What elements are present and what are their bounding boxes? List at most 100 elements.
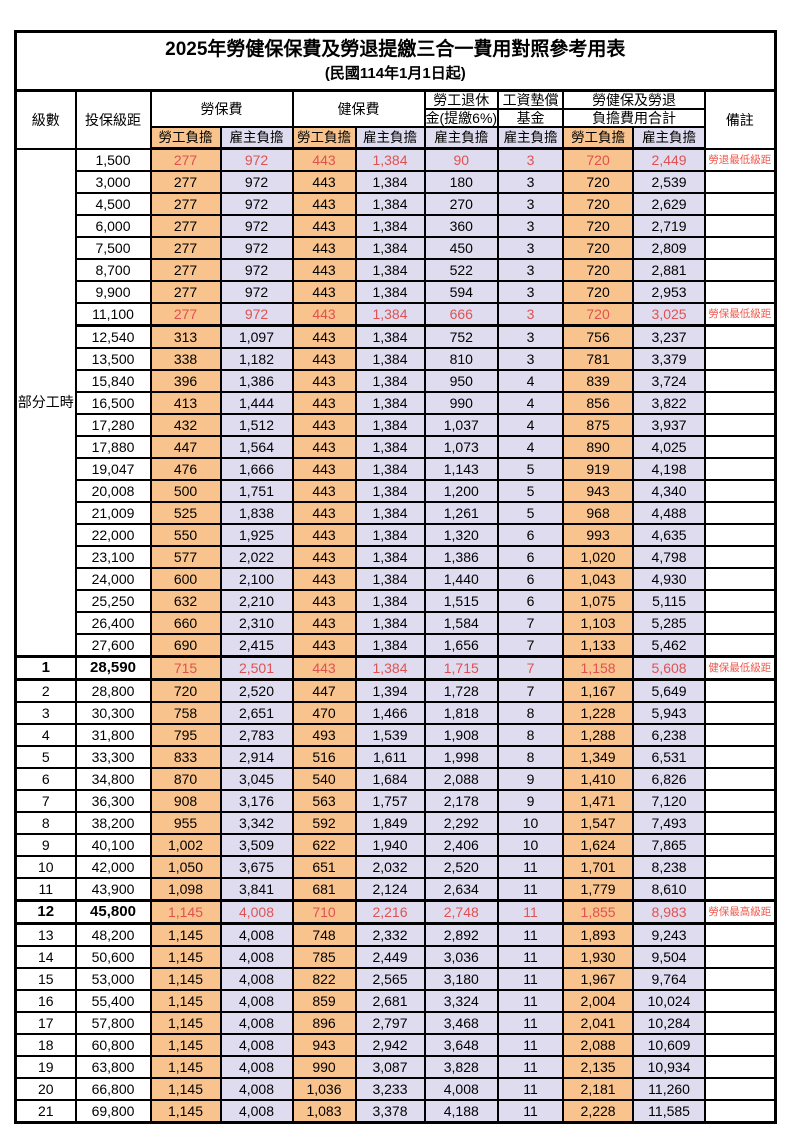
fee-cell: 1,384	[354, 324, 426, 349]
table-row: 2 28,800 720 2,520 447 1,394 1,728 7 1,167 5,649	[14, 678, 777, 703]
table-row: 21,009 525 1,838 443 1,384 1,261 5 968 4,488	[16, 501, 777, 525]
remark-cell	[704, 523, 777, 547]
fee-cell: 1,701	[562, 855, 635, 879]
fee-cell: 660	[149, 611, 222, 635]
salary-cell: 42,000	[74, 855, 152, 879]
header-pension-line1: 勞工退休	[423, 89, 500, 110]
level-cell: 19	[14, 1055, 77, 1079]
fee-cell: 822	[291, 967, 357, 991]
fee-cell: 1,838	[219, 501, 294, 525]
header-labor-insurance: 勞保費	[149, 89, 294, 128]
fee-cell: 443	[291, 192, 357, 216]
fee-cell: 3,937	[632, 413, 707, 437]
fee-cell: 5,943	[632, 701, 707, 725]
salary-cell: 40,100	[74, 833, 152, 857]
fee-cell: 522	[423, 258, 500, 282]
fee-cell: 1,384	[354, 236, 426, 260]
remark-cell	[704, 567, 777, 591]
fee-cell: 1,930	[562, 945, 635, 969]
level-cell: 16	[14, 989, 77, 1013]
fee-cell: 972	[219, 192, 294, 216]
fee-cell: 3,468	[423, 1011, 500, 1035]
fee-cell: 4,188	[423, 1099, 500, 1124]
fee-cell: 632	[149, 589, 222, 613]
subheader-fund-employer-burden: 雇主負擔	[497, 126, 565, 150]
fee-cell: 4,930	[632, 567, 707, 591]
fee-cell: 443	[291, 302, 357, 327]
salary-cell: 34,800	[74, 767, 152, 791]
fee-cell: 1,145	[149, 967, 222, 991]
fee-cell: 7,865	[632, 833, 707, 857]
fee-cell: 1,073	[423, 435, 500, 459]
fee-cell: 2,520	[219, 678, 294, 703]
fee-cell: 3	[497, 192, 565, 216]
table-row: 4 31,800 795 2,783 493 1,539 1,908 8 1,288 6,238	[14, 723, 777, 747]
fee-cell: 1,386	[423, 545, 500, 569]
fee-cell: 2,914	[219, 745, 294, 769]
table-row: 9 40,100 1,002 3,509 622 1,940 2,406 10 1,624 7,8…	[14, 833, 777, 857]
fee-cell: 1,384	[354, 413, 426, 437]
fee-cell: 4,008	[219, 989, 294, 1013]
fee-cell: 666	[423, 302, 500, 327]
fee-cell: 2,292	[423, 811, 500, 835]
fee-cell: 720	[562, 280, 635, 304]
remark-cell	[704, 192, 777, 216]
header-salary-bracket: 投保級距	[74, 89, 152, 150]
fee-cell: 443	[291, 479, 357, 503]
fee-cell: 1,384	[354, 479, 426, 503]
remark-cell	[704, 723, 777, 747]
fee-cell: 2,088	[423, 767, 500, 791]
fee-cell: 1,050	[149, 855, 222, 879]
fee-cell: 7	[497, 655, 565, 681]
table-row: 7,500 277 972 443 1,384 450 3 720 2,809	[16, 236, 777, 260]
fee-cell: 3,176	[219, 789, 294, 813]
fee-cell: 8	[497, 701, 565, 725]
table-row: 12,540 313 1,097 443 1,384 752 3 756 3,237	[16, 324, 777, 349]
fee-cell: 1,466	[354, 701, 426, 725]
fee-cell: 432	[149, 413, 222, 437]
fee-cell: 1,182	[219, 347, 294, 371]
fee-cell: 859	[291, 989, 357, 1013]
fee-reference-sheet: 2025年勞健保保費及勞退提繳三合一費用對照參考用表 (民國114年1月1日起)…	[14, 30, 777, 1124]
fee-cell: 11	[497, 1099, 565, 1124]
fee-cell: 651	[291, 855, 357, 879]
fee-cell: 785	[291, 945, 357, 969]
fee-cell: 1,384	[354, 147, 426, 172]
fee-cell: 1,410	[562, 767, 635, 791]
remark-cell	[704, 1033, 777, 1057]
fee-cell: 1,925	[219, 523, 294, 547]
fee-cell: 360	[423, 214, 500, 238]
fee-cell: 592	[291, 811, 357, 835]
level-cell: 12	[14, 899, 77, 925]
fee-cell: 4	[497, 391, 565, 415]
fee-cell: 972	[219, 280, 294, 304]
fee-cell: 3	[497, 258, 565, 282]
fee-cell: 577	[149, 545, 222, 569]
fee-cell: 1,893	[562, 922, 635, 947]
fee-cell: 2,088	[562, 1033, 635, 1057]
fee-cell: 1,228	[562, 701, 635, 725]
subheader-hi-employer-burden: 雇主負擔	[354, 126, 426, 150]
fee-cell: 10	[497, 811, 565, 835]
table-row: 13 48,200 1,145 4,008 748 2,332 2,892 11 1,893 9,…	[14, 922, 777, 947]
fee-cell: 1,145	[149, 1099, 222, 1124]
fee-cell: 443	[291, 655, 357, 681]
level-cell: 5	[14, 745, 77, 769]
salary-cell: 43,900	[74, 877, 152, 902]
fee-cell: 1,384	[354, 192, 426, 216]
remark-cell	[704, 877, 777, 902]
fee-cell: 1,384	[354, 369, 426, 393]
fee-cell: 1,384	[354, 501, 426, 525]
fee-cell: 748	[291, 922, 357, 947]
salary-cell: 38,200	[74, 811, 152, 835]
salary-cell: 3,000	[74, 170, 152, 194]
fee-cell: 950	[423, 369, 500, 393]
fee-cell: 919	[562, 457, 635, 481]
fee-cell: 1,384	[354, 214, 426, 238]
fee-cell: 4,008	[219, 899, 294, 925]
fee-cell: 470	[291, 701, 357, 725]
fee-cell: 833	[149, 745, 222, 769]
fee-cell: 2,041	[562, 1011, 635, 1035]
remark-cell	[704, 280, 777, 304]
fee-cell: 277	[149, 214, 222, 238]
